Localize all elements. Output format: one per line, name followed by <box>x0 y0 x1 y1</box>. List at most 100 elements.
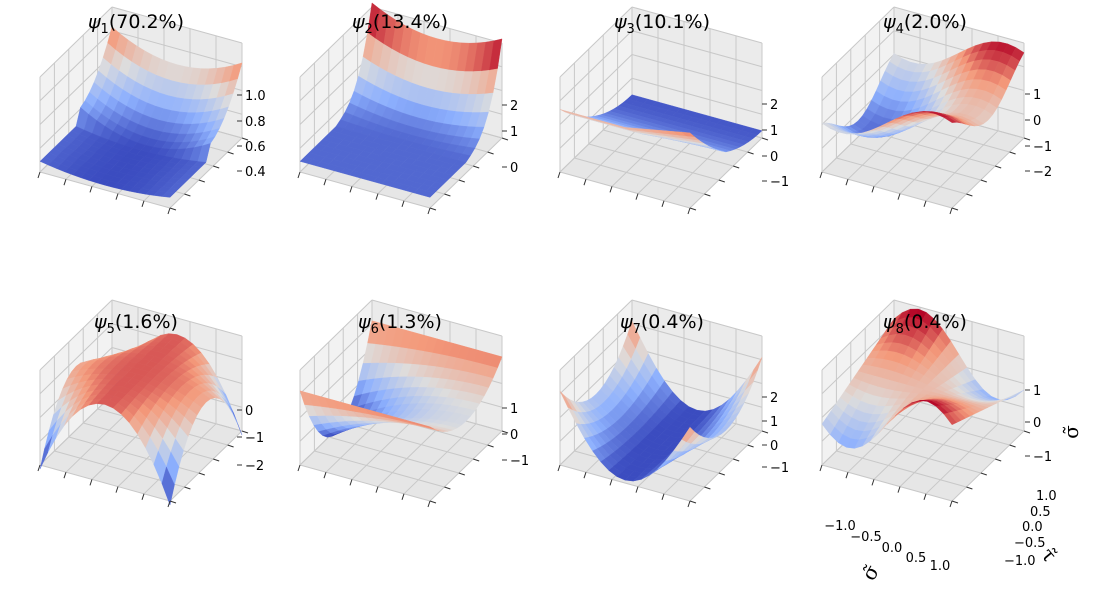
x-tick-mark <box>923 493 927 500</box>
z-tick-label: 1 <box>1033 384 1041 399</box>
x-tick-mark <box>89 479 93 486</box>
y-tick-mark <box>184 486 191 490</box>
x-tick-mark <box>349 479 353 486</box>
y-tick-label: 1.0 <box>1036 489 1057 504</box>
y-tick-mark <box>501 137 509 141</box>
z-tick-label: −1 <box>510 454 529 469</box>
x-tick-mark <box>635 193 639 200</box>
y-tick-mark <box>227 151 234 155</box>
y-tick-mark <box>473 458 480 462</box>
x-axis-label: σ̃ <box>857 560 885 584</box>
subplot-title: ψ8(0.4%) <box>883 311 967 337</box>
y-tick-mark <box>1009 444 1016 448</box>
grid-line <box>328 436 459 474</box>
z-tick-label: 0 <box>1033 114 1041 129</box>
title-symbol: ψ <box>883 311 896 333</box>
title-percent: (0.4%) <box>641 311 704 333</box>
grid-line <box>559 30 633 102</box>
grid-line <box>663 423 737 495</box>
grid-line <box>873 116 947 187</box>
y-tick-mark <box>995 165 1002 169</box>
y-tick-mark <box>169 207 177 211</box>
title-symbol: ψ <box>620 311 633 333</box>
y-tick-mark <box>1009 151 1016 155</box>
x-tick-mark <box>871 186 875 193</box>
grid-line <box>429 137 503 209</box>
subplot-8: ψ8(0.4%)10−1−1.0−0.50.00.51.01.00.50.0−0… <box>819 299 1083 585</box>
x-tick-mark <box>897 486 901 493</box>
z-tick-label: 0 <box>770 439 778 454</box>
x-tick-mark <box>845 472 849 479</box>
title-subscript: 5 <box>107 322 115 337</box>
title-percent: (1.6%) <box>115 311 178 333</box>
grid-line <box>865 422 996 460</box>
subplot-title: ψ7(0.4%) <box>620 311 704 337</box>
grid-line <box>847 401 921 473</box>
grid-line <box>588 143 719 181</box>
title-percent: (1.3%) <box>379 311 442 333</box>
y-tick-mark <box>458 472 465 476</box>
x-tick-mark <box>871 479 875 486</box>
subplot-title: ψ5(1.6%) <box>94 311 178 337</box>
x-tick-mark <box>949 207 953 215</box>
y-tick-mark <box>429 207 437 211</box>
z-tick-label: −1 <box>770 175 789 190</box>
subplot-title: ψ4(2.0%) <box>883 11 967 37</box>
title-subscript: 1 <box>101 22 109 37</box>
grid-line <box>314 450 445 488</box>
z-tick-label: 1 <box>770 415 778 430</box>
subplot-7: ψ7(0.4%) 2 1 0 −1 <box>557 299 789 508</box>
y-tick-mark <box>213 458 220 462</box>
grid-line <box>925 423 999 495</box>
y-tick-mark <box>198 179 205 183</box>
grid-line <box>169 137 243 209</box>
x-tick-mark <box>323 179 327 186</box>
y-tick-mark <box>995 458 1002 462</box>
grid-line <box>39 299 113 371</box>
z-tick-label: 1 <box>770 124 778 139</box>
x-tick-label: −0.5 <box>850 530 882 545</box>
subplot-3: ψ3(10.1%) 2 1 0 −1 <box>557 6 789 215</box>
y-tick-mark <box>733 458 740 462</box>
grid-line <box>299 299 373 371</box>
grid-line <box>821 54 895 125</box>
z-tick-label: 1 <box>1033 88 1041 103</box>
z-tick-label: −1 <box>770 461 789 476</box>
grid-line <box>299 171 431 209</box>
title-subscript: 4 <box>896 22 904 37</box>
y-tick-mark <box>241 430 249 434</box>
grid-line <box>821 6 895 78</box>
grid-line <box>821 323 895 395</box>
surface-patch <box>681 426 695 443</box>
z-tick-label: 0 <box>510 428 518 443</box>
grid-line <box>893 299 1025 337</box>
title-subscript: 2 <box>365 22 373 37</box>
x-tick-mark <box>375 486 379 493</box>
y-tick-mark <box>951 500 959 504</box>
grid-line <box>925 130 999 202</box>
title-subscript: 7 <box>633 322 641 337</box>
grid-line <box>39 464 171 502</box>
grid-line <box>371 6 503 44</box>
grid-line <box>821 299 895 371</box>
z-tick-label: −1 <box>1033 450 1052 465</box>
title-subscript: 8 <box>896 322 904 337</box>
surface-patch <box>943 116 958 123</box>
subplot-title: ψ1(70.2%) <box>88 11 184 37</box>
grid-line <box>169 430 243 502</box>
title-percent: (13.4%) <box>373 11 448 33</box>
y-tick-mark <box>951 207 959 211</box>
surface-patch <box>421 190 435 198</box>
z-tick-label: 1 <box>510 125 518 140</box>
title-percent: (10.1%) <box>635 11 710 33</box>
x-tick-mark <box>687 207 691 215</box>
grid-line <box>111 30 243 68</box>
grid-line <box>559 323 633 395</box>
grid-line <box>631 299 763 337</box>
y-tick-mark <box>241 137 249 141</box>
grid-line <box>836 450 967 488</box>
x-tick-mark <box>401 493 405 500</box>
subplot-1: ψ1(70.2%) 1.0 0.8 0.6 0.4 <box>37 6 266 215</box>
x-tick-mark <box>349 186 353 193</box>
